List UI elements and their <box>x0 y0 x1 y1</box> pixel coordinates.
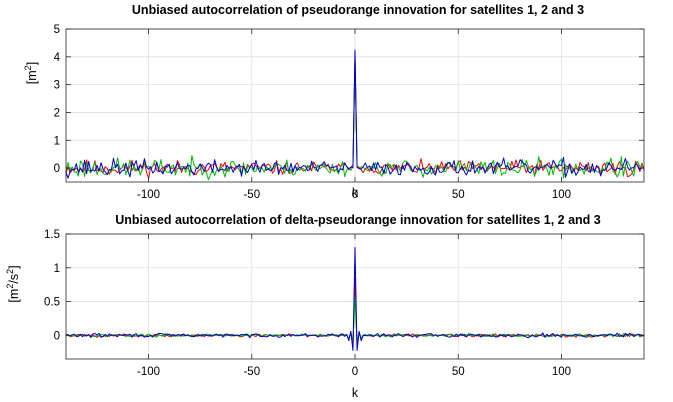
chart-top-xtick-label: 0 <box>352 189 358 201</box>
chart-bottom-ylabel: [m2/s2] <box>5 265 21 302</box>
chart-top-series-3-line <box>65 49 645 179</box>
chart-bottom-xtick-label: -50 <box>243 366 260 378</box>
chart-bottom-xtick-label: -100 <box>137 366 160 378</box>
chart-top-title: Unbiased autocorrelation of pseudorange … <box>132 3 584 17</box>
chart-bottom-ytick-label: 0.5 <box>44 297 60 309</box>
chart-bottom-xtick-label: 0 <box>352 366 358 378</box>
chart-top-ylabel: [m2] <box>23 62 39 84</box>
chart-top-xlabel: k <box>352 186 359 200</box>
chart-bottom-ytick-label: 1.5 <box>44 229 60 241</box>
chart-bottom-ticks: -100 -50 0 50 100 0 0.5 1 1.5 <box>44 229 644 378</box>
chart-top-xtick-label: -100 <box>137 189 160 201</box>
chart-top-ytick-label: 5 <box>54 24 60 36</box>
chart-top-ytick-label: 0 <box>54 163 60 175</box>
chart-bottom-series-3-line <box>65 247 645 351</box>
chart-top-ylabel-end: ] <box>25 62 39 65</box>
chart-top-ytick-label: 4 <box>54 52 61 64</box>
chart-bottom-ylabel-end: ] <box>7 265 21 268</box>
chart-bottom-ytick-label: 0 <box>54 330 60 342</box>
chart-top-ylabel-sup: 2 <box>23 65 33 70</box>
chart-top-ytick-label: 2 <box>54 107 60 119</box>
chart-bottom-ytick-label: 1 <box>54 263 60 275</box>
chart-bottom-ylabel-sup: 2 <box>5 284 15 289</box>
chart-bottom: Unbiased autocorrelation of delta-pseudo… <box>5 213 645 400</box>
chart-bottom-xtick-label: 50 <box>452 366 465 378</box>
chart-bottom-xlabel: k <box>352 386 359 400</box>
chart-bottom-series-2-line <box>65 297 645 343</box>
chart-top-ytick-label: 3 <box>54 80 60 92</box>
chart-top-xtick-label: 100 <box>552 189 571 201</box>
chart-top-series <box>65 49 645 181</box>
chart-top-xtick-label: -50 <box>243 189 260 201</box>
chart-bottom-series <box>65 247 645 351</box>
chart-bottom-xtick-label: 100 <box>552 366 571 378</box>
chart-top-ylabel-base: [m <box>25 70 39 84</box>
chart-top: Unbiased autocorrelation of pseudorange … <box>23 3 645 201</box>
chart-bottom-ylabel-sup2: 2 <box>5 269 15 274</box>
chart-top-ticks: -100 -50 0 50 100 0 1 2 3 4 5 <box>54 24 644 201</box>
chart-top-ytick-label: 1 <box>54 135 60 147</box>
chart-bottom-ylabel-base: [m <box>7 289 21 303</box>
chart-bottom-ylabel-mid: /s <box>7 274 21 284</box>
chart-top-xtick-label: 50 <box>452 189 465 201</box>
chart-bottom-title: Unbiased autocorrelation of delta-pseudo… <box>115 213 601 227</box>
